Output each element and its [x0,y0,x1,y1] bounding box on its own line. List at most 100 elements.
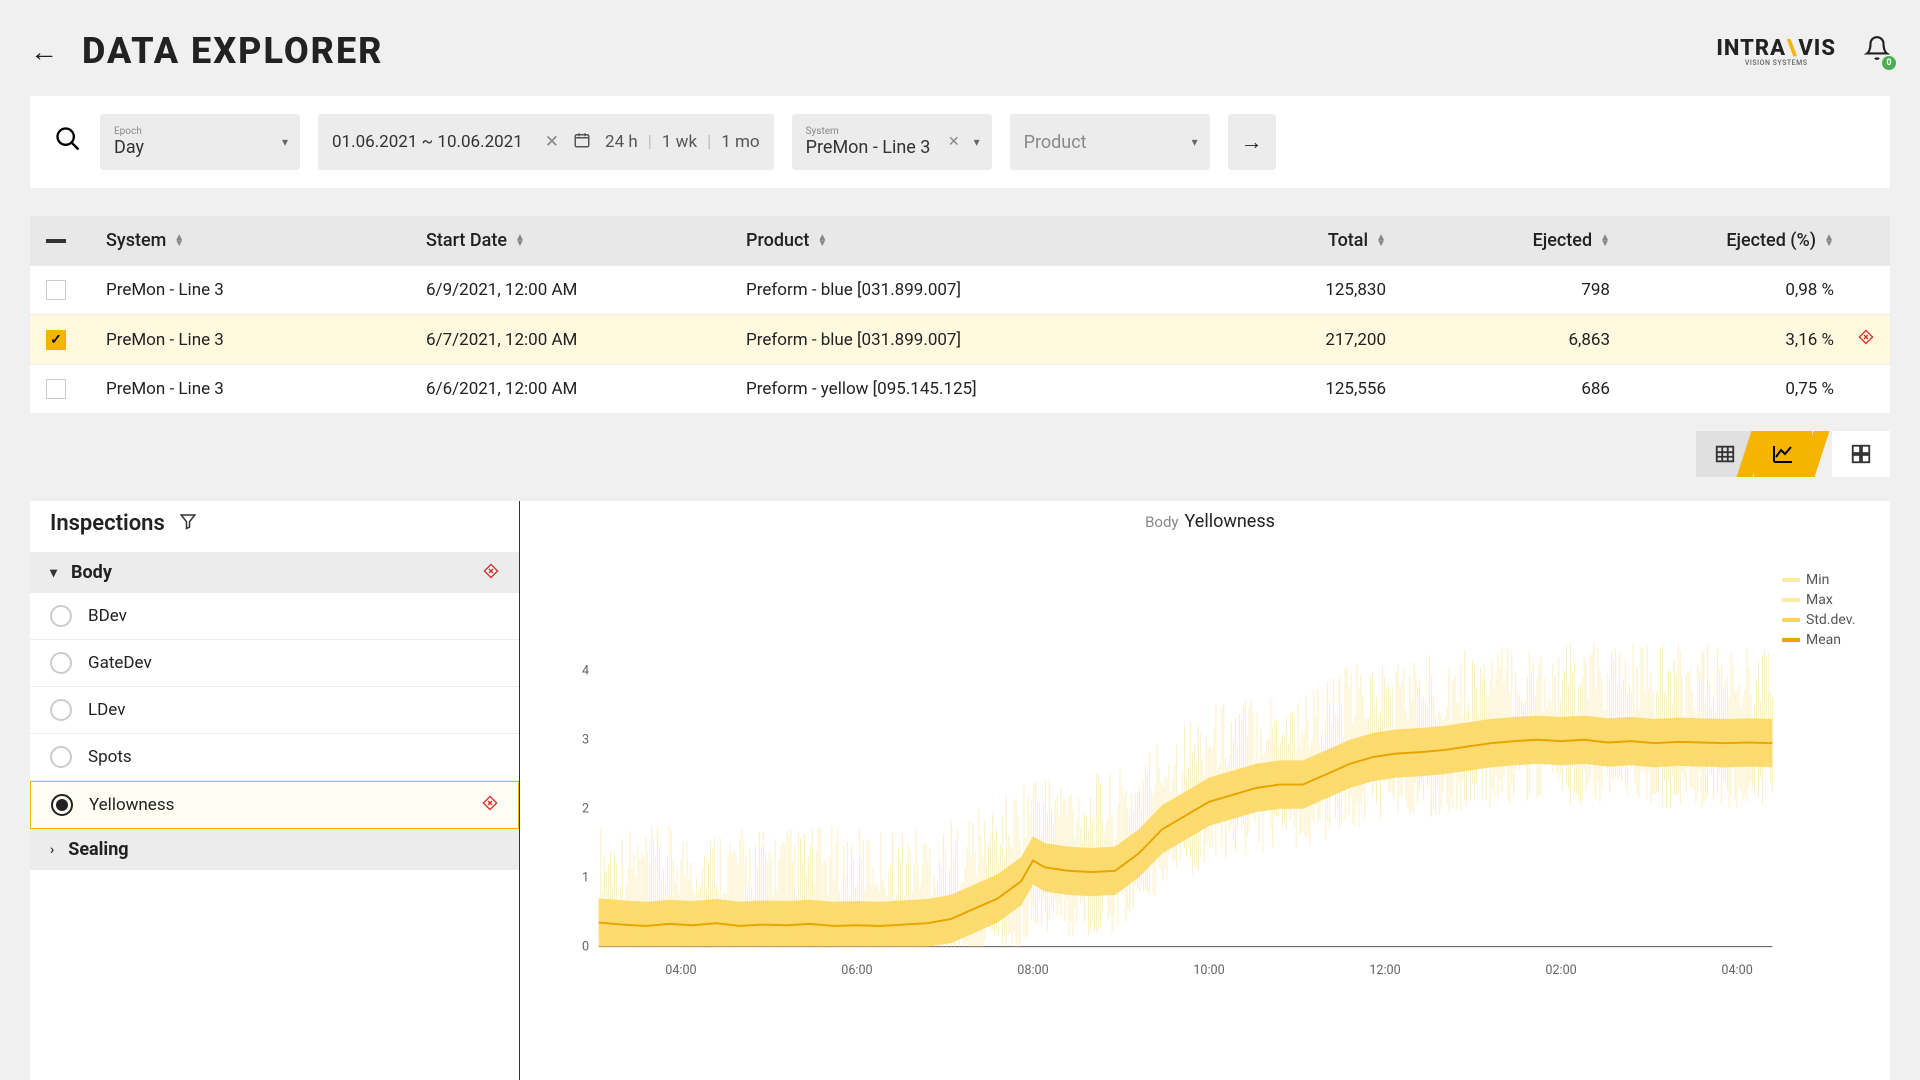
svg-text:4: 4 [582,664,589,679]
cell-total: 125,830 [1162,280,1386,300]
cell-ejected-pct: 3,16 % [1610,330,1834,350]
view-chart-icon[interactable] [1754,431,1812,477]
deselect-all-icon[interactable] [46,239,66,243]
epoch-select[interactable]: Epoch Day ▾ [100,114,300,170]
cell-ejected: 686 [1386,379,1610,399]
chevron-right-icon: › [50,842,54,858]
yellowness-chart: 0123404:0006:0008:0010:0012:0002:0004:00 [560,532,1782,1080]
view-grid-icon[interactable] [1832,431,1890,477]
date-range-picker[interactable]: 01.06.2021 ~ 10.06.2021 ✕ 24 h | 1 wk | … [318,114,774,170]
radio-icon[interactable] [50,746,72,768]
system-value: PreMon - Line 3 [806,137,956,158]
epoch-value: Day [114,137,264,158]
back-arrow-icon[interactable]: ← [30,35,58,68]
chart-legend: Min Max Std.dev. Mean [1782,532,1860,1080]
inspection-item[interactable]: BDev [30,593,519,640]
notifications-bell-icon[interactable]: 0 [1864,35,1890,68]
col-ejected-pct[interactable]: Ejected (%)▲▼ [1610,230,1834,251]
col-start-date[interactable]: Start Date▲▼ [426,230,746,251]
row-checkbox[interactable]: ✓ [46,330,66,350]
inspection-item[interactable]: GateDev [30,640,519,687]
svg-text:12:00: 12:00 [1369,963,1400,978]
page-title: DATA EXPLORER [82,30,383,72]
search-icon[interactable] [54,125,82,160]
cell-start: 6/7/2021, 12:00 AM [426,330,746,350]
alert-icon [1858,330,1874,349]
inspection-item[interactable]: Yellowness [30,781,519,829]
notification-badge: 0 [1882,56,1896,70]
range-1mo[interactable]: 1 mo [721,132,759,152]
inspection-item[interactable]: LDev [30,687,519,734]
cell-ejected: 6,863 [1386,330,1610,350]
cell-total: 125,556 [1162,379,1386,399]
clear-date-icon[interactable]: ✕ [545,132,559,152]
system-select[interactable]: System PreMon - Line 3 ✕ ▾ [792,114,992,170]
clear-system-icon[interactable]: ✕ [948,134,960,150]
inspection-name: BDev [88,606,127,626]
calendar-icon[interactable] [573,131,591,154]
row-checkbox[interactable] [46,280,66,300]
table-row[interactable]: ✓ PreMon - Line 3 6/7/2021, 12:00 AM Pre… [30,314,1890,364]
table-header: System▲▼ Start Date▲▼ Product▲▼ Total▲▼ … [30,216,1890,265]
logo-text-2: VIS [1798,36,1836,61]
brand-logo: INTRA \ VIS VISION SYSTEMS [1716,36,1836,67]
legend-item: Mean [1782,632,1860,648]
cell-product: Preform - blue [031.899.007] [746,280,1162,300]
svg-text:0: 0 [582,940,589,955]
date-range-value: 01.06.2021 ~ 10.06.2021 [332,132,523,152]
chevron-down-icon: ▾ [974,135,980,149]
svg-text:06:00: 06:00 [841,963,872,978]
table-row[interactable]: PreMon - Line 3 6/6/2021, 12:00 AM Prefo… [30,364,1890,413]
legend-item: Max [1782,592,1860,608]
cell-system: PreMon - Line 3 [106,280,426,300]
legend-item: Min [1782,572,1860,588]
radio-icon[interactable] [50,699,72,721]
inspection-name: GateDev [88,653,152,673]
svg-text:04:00: 04:00 [665,963,696,978]
chevron-down-icon: ▾ [1192,135,1198,149]
col-total[interactable]: Total▲▼ [1162,230,1386,251]
group-name: Sealing [68,839,128,860]
topbar: ← DATA EXPLORER INTRA \ VIS VISION SYSTE… [30,30,1890,72]
col-product[interactable]: Product▲▼ [746,230,1162,251]
inspection-item[interactable]: Spots [30,734,519,781]
cell-ejected-pct: 0,98 % [1610,280,1834,300]
radio-icon[interactable] [50,652,72,674]
svg-text:1: 1 [582,871,589,886]
cell-system: PreMon - Line 3 [106,330,426,350]
logo-slash-icon: \ [1787,36,1797,61]
radio-icon[interactable] [51,794,73,816]
cell-product: Preform - yellow [095.145.125] [746,379,1162,399]
svg-text:08:00: 08:00 [1017,963,1048,978]
col-system[interactable]: System▲▼ [106,230,426,251]
inspection-group[interactable]: ▾Body [30,552,519,593]
inspection-group[interactable]: › Sealing [30,829,519,870]
chart-panel: BodyYellowness 0123404:0006:0008:0010:00… [520,501,1890,1080]
cell-ejected-pct: 0,75 % [1610,379,1834,399]
cell-system: PreMon - Line 3 [106,379,426,399]
inspections-panel: Inspections ▾Body BDev GateDev LDevSpotsYel… [30,501,520,1080]
cell-start: 6/6/2021, 12:00 AM [426,379,746,399]
chart-title: BodyYellowness [560,511,1860,532]
logo-subtitle: VISION SYSTEMS [1745,59,1808,67]
filter-icon[interactable] [179,512,197,535]
data-table: System▲▼ Start Date▲▼ Product▲▼ Total▲▼ … [30,216,1890,413]
alert-icon [482,795,498,815]
epoch-label: Epoch [114,126,264,137]
range-1wk[interactable]: 1 wk [662,132,697,152]
product-select[interactable]: Product ▾ [1010,114,1210,170]
range-24h[interactable]: 24 h [605,132,638,152]
view-mode-switch [30,431,1890,477]
table-row[interactable]: PreMon - Line 3 6/9/2021, 12:00 AM Prefo… [30,265,1890,314]
apply-filters-button[interactable]: → [1228,114,1276,170]
product-placeholder: Product [1024,132,1174,153]
legend-item: Std.dev. [1782,612,1860,628]
col-ejected[interactable]: Ejected▲▼ [1386,230,1610,251]
svg-text:04:00: 04:00 [1721,963,1752,978]
row-checkbox[interactable] [46,379,66,399]
inspections-title: Inspections [50,511,165,536]
svg-text:02:00: 02:00 [1545,963,1576,978]
cell-total: 217,200 [1162,330,1386,350]
chevron-down-icon: ▾ [50,565,57,581]
radio-icon[interactable] [50,605,72,627]
